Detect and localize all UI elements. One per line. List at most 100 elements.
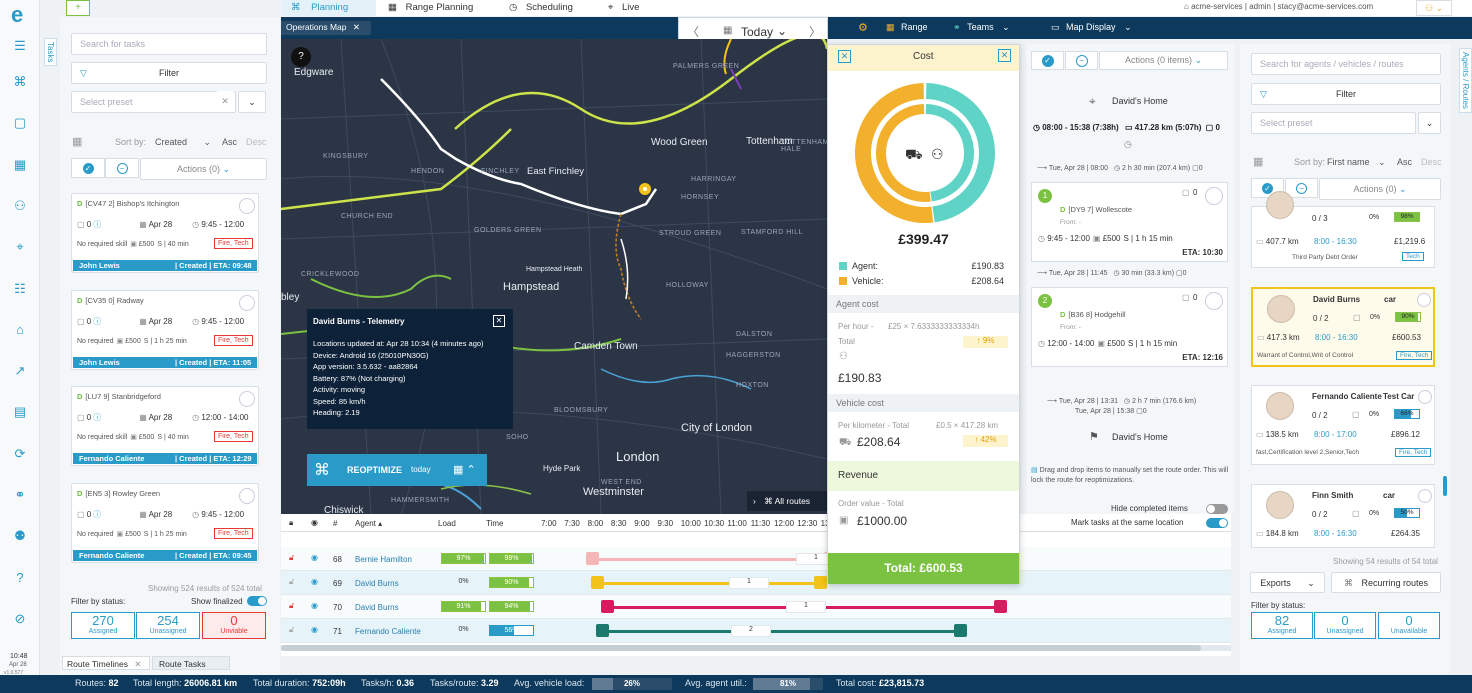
select-circle[interactable] [1418,390,1432,404]
chart-icon[interactable]: ↗ [14,363,26,378]
sort-select[interactable]: Created ⌄ [155,137,211,148]
package-icon[interactable]: ▢ [13,115,27,130]
timeline-row[interactable]: 🔓︎ ◉ 71 Fernando Caliente 0% 56% 2 [281,619,1231,643]
user-menu-button[interactable]: ⚇ ⌄ [1416,0,1452,16]
calendar-icon[interactable]: ▦ ⌃ [453,464,476,476]
new-task-button[interactable]: + [66,0,90,16]
report-icon[interactable]: ▤ [13,404,27,419]
route-stop-card[interactable]: 1 D [DY9 7] Wollescote From: - ▢ 0 ◷ 9:45 - 12… [1031,182,1228,262]
users-icon[interactable]: ⚇ [14,198,26,213]
route-stop-card[interactable]: 2 D [B36 8] Hodgehill From: - ▢ 0 ◷ 12:00 - 14… [1031,287,1228,367]
help-button[interactable]: ? [291,47,311,67]
chevron-right-icon[interactable]: 〉 [808,25,821,39]
select-circle[interactable] [1418,489,1432,503]
timeline-scrollbar[interactable] [281,645,1231,651]
map-display-button[interactable]: ▭ Map Display ⌄ [1051,22,1132,33]
store-icon[interactable]: ⌂ [16,322,24,337]
tab-live[interactable]: ⌖ Live [608,2,639,13]
tab-scheduling[interactable]: ◷ Scheduling [509,2,573,13]
route-agent[interactable]: David Burns [355,579,399,588]
agent-search-input[interactable]: Search for agents / vehicles / routes [1251,53,1441,75]
tab-route-tasks[interactable]: Route Tasks [152,656,230,670]
lock-icon[interactable]: 🔓︎ [289,577,295,586]
route-deselect[interactable]: − [1065,51,1098,70]
grid-view-icon[interactable]: ▦ [72,136,83,148]
sort-asc[interactable]: Asc [222,137,238,147]
timeline-row[interactable]: 🔓︎ ◉ 70 David Burns 91% 94% 1 [281,595,1231,619]
route-actions-button[interactable]: Actions (0 items) ⌄ [1099,51,1228,70]
mark-tasks-toggle[interactable] [1206,518,1228,528]
task-icon[interactable]: ☷ [14,281,26,296]
agent-deselect[interactable]: − [1285,178,1318,198]
select-circle[interactable] [1417,293,1431,307]
info-icon[interactable]: ⓘ [93,317,102,326]
tab-operations-map[interactable]: Operations Map ✕ [281,21,371,35]
grid-view-icon[interactable]: ▦ [1253,156,1264,168]
operations-map[interactable]: ? PALMERS GREEN HENDON FINCHLEY KINGSBURY CH… [281,39,827,514]
routes-icon[interactable]: ⌘ [13,74,27,89]
route-agent[interactable]: Fernando Caliente [355,627,421,636]
tab-range-planning[interactable]: ▦ Range Planning [388,2,473,13]
close-icon[interactable]: ✕ [352,22,360,32]
select-circle[interactable] [239,295,255,311]
timeline-row[interactable]: 🔓︎ ◉ 68 Bernie Hamilton 97% 98% 1 [281,547,1231,571]
sync-icon[interactable]: ⟳ [14,446,26,461]
select-circle[interactable] [239,391,255,407]
teams-button[interactable]: ⚭ Teams ⌄ [953,22,1010,33]
help-icon[interactable]: ? [16,570,24,585]
task-search-input[interactable]: Search for tasks [71,33,267,55]
route-agent[interactable]: David Burns [355,603,399,612]
lock-icon[interactable]: 🔓︎ [289,625,295,634]
account-info[interactable]: ⌂ acme-services | admin | stacy@acme-ser… [1184,2,1374,11]
agent-card[interactable]: Fernando Caliente Test Car 0 / 2 ▢ 0% 66% ▭ 13… [1251,385,1435,465]
status-counter[interactable]: 82 Assigned [1251,612,1313,639]
info-icon[interactable]: ⓘ [93,220,102,229]
col-agent[interactable]: Agent ▴ [355,519,383,528]
cost-collapse-button[interactable]: ✕ [838,50,851,63]
task-preset-select[interactable]: Select preset [71,91,236,113]
chevron-left-icon[interactable]: 〈 [687,25,700,39]
app-logo[interactable]: e [11,2,24,27]
timeline-row[interactable]: 🔓︎ ◉ 69 David Burns 0% 90% 1 [281,571,1231,595]
menu-icon[interactable]: ☰ [14,38,26,53]
compass-icon[interactable]: ⊘ [14,611,26,626]
task-card[interactable]: D [EN5 3] Rowley Green ▢ 0 ⓘ ▦ Apr 28 ◷ 9:45 … [71,483,259,563]
status-counter[interactable]: 0 Unavailable [1378,612,1440,639]
agents-routes-tab[interactable]: Agents / Routes [1459,48,1472,113]
tasks-tab[interactable]: Tasks [44,38,57,67]
lock-icon[interactable]: 🔓︎ [289,601,295,610]
preset-dropdown-button[interactable]: ⌄ [238,91,266,113]
select-circle[interactable] [239,488,255,504]
eye-icon[interactable]: ◉ [311,518,318,527]
info-icon[interactable]: ◷ [1124,139,1132,149]
eye-icon[interactable]: ◉ [311,577,318,586]
agent-actions-button[interactable]: Actions (0) ⌄ [1319,178,1441,200]
agent-scroll[interactable] [1443,476,1447,496]
close-icon[interactable]: ✕ [134,659,142,669]
team-icon[interactable]: ⚉ [14,528,26,543]
tab-planning[interactable]: ⌘ Planning [281,0,376,16]
agent-sort-select[interactable]: First name ⌄ [1327,157,1386,168]
info-icon[interactable]: ⓘ [93,413,102,422]
tab-route-timelines[interactable]: Route Timelines ✕ [62,656,150,670]
agent-sort-asc[interactable]: Asc [1397,157,1413,167]
range-button[interactable]: ▦ Range [886,22,928,33]
sort-desc[interactable]: Desc [246,137,267,147]
select-all-button[interactable]: ✓ [71,158,105,178]
settings-icon[interactable]: ⚙ [858,22,868,34]
show-finalized-toggle[interactable] [247,596,267,606]
agent-card[interactable]: David Burns car 0 / 2 ▢ 0% 90% ▭ 417.3 km 8:00 … [1251,287,1435,367]
status-counter[interactable]: 270 Assigned [71,612,135,639]
agent-filter-button[interactable]: ▽ Filter [1251,83,1441,105]
close-icon[interactable]: ✕ [493,315,505,327]
lock-icon[interactable]: 🔓︎ [289,553,295,562]
info-icon[interactable]: ⓘ [93,510,102,519]
eye-icon[interactable]: ◉ [311,625,318,634]
select-circle[interactable] [1205,292,1223,310]
calendar-icon[interactable]: ▦ [13,157,27,172]
agent-preset-dropdown[interactable]: ⌄ [1418,112,1441,134]
all-routes-button[interactable]: › ⌘ All routes [747,491,827,511]
select-circle[interactable] [1205,187,1223,205]
reoptimize-button[interactable]: ⌘ REOPTIMIZE today ▦ ⌃ [307,454,487,486]
hierarchy-icon[interactable]: ⚭ [14,487,26,502]
